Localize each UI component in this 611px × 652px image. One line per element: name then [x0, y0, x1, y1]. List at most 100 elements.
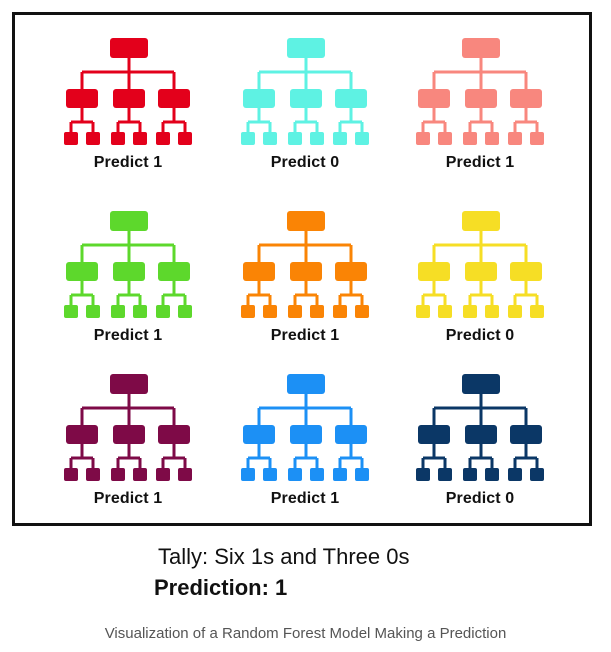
branch-node — [335, 89, 367, 108]
leaf-node — [156, 468, 170, 481]
tree-9: Predict 0 — [390, 373, 570, 523]
branch-connector — [69, 444, 95, 468]
branch-connector — [421, 108, 447, 132]
root-node — [110, 374, 148, 394]
leaf-node — [438, 305, 452, 318]
leaf-node — [310, 305, 324, 318]
branch-node — [113, 89, 145, 108]
tree-2: Predict 0 — [215, 37, 395, 187]
branch-connector — [338, 444, 364, 468]
root-node — [287, 38, 325, 58]
root-node — [462, 374, 500, 394]
branch-node — [158, 89, 190, 108]
root-connector — [257, 58, 353, 89]
branch-connector — [161, 108, 187, 132]
root-node — [110, 211, 148, 231]
branch-connector — [293, 444, 319, 468]
branch-node — [290, 89, 322, 108]
branch-connector — [116, 281, 142, 305]
leaf-node — [310, 132, 324, 145]
leaf-node — [416, 305, 430, 318]
leaf-node — [64, 305, 78, 318]
leaf-node — [86, 468, 100, 481]
leaf-node — [485, 468, 499, 481]
decision-tree-icon — [416, 374, 544, 481]
branch-node — [66, 89, 98, 108]
branch-connector — [246, 281, 272, 305]
root-node — [287, 211, 325, 231]
root-connector — [257, 394, 353, 425]
tree-1: Predict 1 — [38, 37, 218, 187]
decision-tree-icon — [64, 211, 192, 318]
branch-node — [158, 425, 190, 444]
leaf-node — [333, 132, 347, 145]
branch-connector — [161, 444, 187, 468]
decision-tree-icon — [241, 374, 369, 481]
tree-5: Predict 1 — [215, 210, 395, 360]
branch-node — [66, 262, 98, 281]
tally-text: Tally: Six 1s and Three 0s — [158, 544, 410, 569]
leaf-node — [438, 132, 452, 145]
leaf-node — [288, 468, 302, 481]
leaf-node — [508, 305, 522, 318]
branch-connector — [468, 281, 494, 305]
branch-connector — [338, 108, 364, 132]
leaf-node — [416, 468, 430, 481]
branch-connector — [161, 281, 187, 305]
tree-3: Predict 1 — [390, 37, 570, 187]
branch-node — [418, 89, 450, 108]
tree-6: Predict 0 — [390, 210, 570, 360]
branch-connector — [69, 281, 95, 305]
branch-connector — [69, 108, 95, 132]
leaf-node — [111, 468, 125, 481]
branch-connector — [338, 281, 364, 305]
tree-prediction-label: Predict 1 — [270, 327, 340, 344]
leaf-node — [310, 468, 324, 481]
leaf-node — [86, 132, 100, 145]
branch-connector — [116, 108, 142, 132]
leaf-node — [133, 468, 147, 481]
root-connector — [80, 58, 176, 89]
root-connector — [80, 394, 176, 425]
branch-connector — [293, 281, 319, 305]
root-node — [287, 374, 325, 394]
tree-7: Predict 1 — [38, 373, 218, 523]
root-connector — [432, 58, 528, 89]
branch-connector — [421, 444, 447, 468]
leaf-node — [485, 305, 499, 318]
branch-connector — [246, 108, 272, 132]
leaf-node — [288, 132, 302, 145]
tree-8: Predict 1 — [215, 373, 395, 523]
branch-connector — [468, 108, 494, 132]
leaf-node — [86, 305, 100, 318]
leaf-node — [64, 468, 78, 481]
branch-connector — [468, 444, 494, 468]
root-connector — [80, 231, 176, 262]
leaf-node — [133, 305, 147, 318]
decision-tree-icon — [241, 38, 369, 145]
branch-node — [335, 262, 367, 281]
branch-node — [335, 425, 367, 444]
branch-connector — [246, 444, 272, 468]
branch-connector — [421, 281, 447, 305]
leaf-node — [463, 468, 477, 481]
leaf-node — [530, 468, 544, 481]
leaf-node — [178, 468, 192, 481]
branch-connector — [513, 108, 539, 132]
tree-prediction-label: Predict 1 — [270, 490, 340, 507]
leaf-node — [241, 468, 255, 481]
leaf-node — [64, 132, 78, 145]
leaf-node — [530, 132, 544, 145]
leaf-node — [508, 132, 522, 145]
tree-4: Predict 1 — [38, 210, 218, 360]
decision-tree-icon — [64, 374, 192, 481]
branch-connector — [116, 444, 142, 468]
leaf-node — [333, 305, 347, 318]
branch-node — [158, 262, 190, 281]
leaf-node — [241, 132, 255, 145]
branch-node — [113, 262, 145, 281]
root-node — [110, 38, 148, 58]
root-node — [462, 211, 500, 231]
leaf-node — [530, 305, 544, 318]
branch-node — [510, 89, 542, 108]
